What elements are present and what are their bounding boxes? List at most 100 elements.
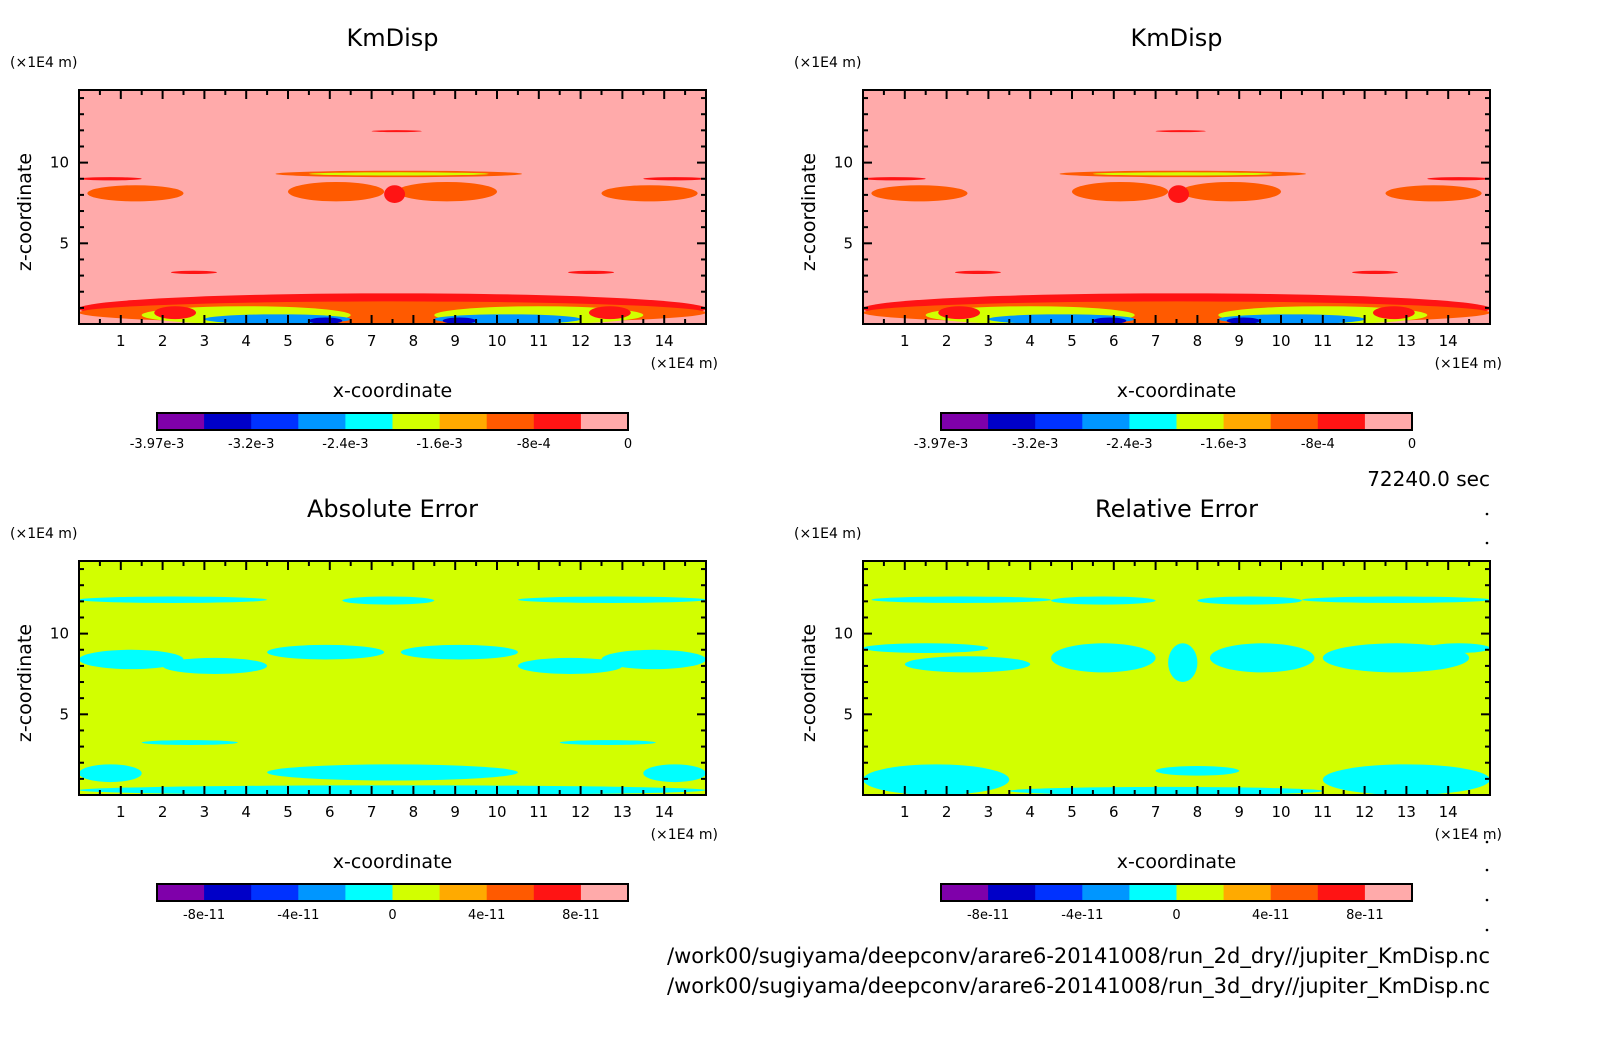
colorbar-frame [940, 883, 1413, 902]
y-tick-label: 10 [834, 625, 853, 643]
x-tick-label: 10 [1271, 803, 1290, 821]
x-tick-label: 14 [655, 803, 674, 821]
y-axis-label: z-coordinate [14, 153, 36, 271]
x-tick-label: 7 [367, 332, 377, 350]
x-tick-label: 9 [450, 332, 460, 350]
contour-region [863, 764, 1010, 795]
colorbar-swatch [298, 413, 346, 430]
x-tick-label: 7 [367, 803, 377, 821]
x-tick-label: 2 [158, 332, 168, 350]
margin-dot [1485, 898, 1489, 902]
colorbar-swatch [392, 413, 441, 430]
x-tick-label: 12 [1355, 803, 1374, 821]
colorbar-swatch [1317, 413, 1366, 430]
contour-region [1226, 317, 1261, 324]
contour-region [1372, 306, 1415, 320]
x-tick-label: 2 [158, 803, 168, 821]
y-tick-label: 10 [50, 154, 69, 172]
contour-region [1385, 185, 1482, 202]
x-tick-label: 13 [1397, 332, 1416, 350]
x-tick-label: 8 [1193, 332, 1203, 350]
contour-region [1168, 185, 1190, 203]
y-axis-label: z-coordinate [798, 624, 820, 742]
x-tick-label: 2 [942, 332, 952, 350]
panel-relative-error: Relative Error(×1E4 m)1 2 3 4 5 6 7 8 9 10 11 12 13 1… [794, 495, 1502, 923]
contour-field [863, 561, 1490, 795]
contour-region [1092, 317, 1127, 324]
contour-region [1051, 643, 1156, 673]
contour-region [601, 649, 706, 670]
colorbar-swatch [533, 413, 582, 430]
x-tick-label: 13 [1397, 803, 1416, 821]
x-tick-label: 5 [283, 332, 293, 350]
contour-region [1352, 270, 1399, 274]
colorbar-tick-label: -1.6e-3 [416, 437, 462, 452]
y-tick-label: 5 [843, 705, 853, 723]
contour-region [384, 185, 406, 203]
colorbar: -8e-11 -4e-11 0 4e-11 8e-11 [940, 883, 1413, 923]
colorbar-swatch [580, 884, 629, 901]
colorbar-swatch [1317, 884, 1366, 901]
colorbar-tick-label: -3.2e-3 [1012, 437, 1058, 452]
contour-region [154, 306, 197, 320]
colorbar-swatch [533, 884, 582, 901]
contour-region [1009, 786, 1323, 795]
contour-region [79, 649, 184, 670]
contour-region [1427, 177, 1490, 181]
contour-region [643, 764, 706, 783]
colorbar-swatch [941, 884, 989, 901]
colorbar-swatch [988, 413, 1036, 430]
y-unit-label: (×1E4 m) [10, 55, 77, 71]
x-tick-label: 4 [241, 332, 251, 350]
colorbar-frame [156, 412, 629, 431]
colorbar-swatch [1270, 413, 1319, 430]
colorbar: -3.97e-3 -3.2e-3 -2.4e-3 -1.6e-3 -8e-4 0 [130, 412, 632, 452]
colorbar-swatch [486, 884, 535, 901]
colorbar-swatch [1223, 413, 1272, 430]
x-axis-label: x-coordinate [333, 380, 452, 402]
colorbar-swatch [251, 413, 299, 430]
x-tick-label: 11 [1313, 803, 1332, 821]
contour-region [170, 270, 217, 274]
x-tick-label: 5 [283, 803, 293, 821]
colorbar-swatch [345, 884, 393, 901]
colorbar-tick-label: -2.4e-3 [322, 437, 368, 452]
x-tick-label: 11 [529, 332, 548, 350]
contour-field [863, 90, 1490, 324]
colorbar-swatch [941, 413, 989, 430]
colorbar-tick-label: -8e-4 [517, 437, 551, 452]
contour-region [517, 657, 623, 674]
contour-region [1209, 643, 1315, 673]
colorbar: -8e-11 -4e-11 0 4e-11 8e-11 [156, 883, 629, 923]
file-path-2d: /work00/sugiyama/deepconv/arare6-2014100… [667, 944, 1490, 969]
colorbar-swatch [204, 413, 252, 430]
colorbar-tick-label: -3.2e-3 [228, 437, 274, 452]
plot-title: KmDisp [1130, 24, 1222, 52]
contour-region [267, 644, 385, 660]
y-unit-label: (×1E4 m) [10, 526, 77, 542]
x-tick-label: 1 [900, 803, 910, 821]
x-tick-label: 10 [487, 332, 506, 350]
contour-region [1072, 181, 1169, 202]
contour-region [267, 764, 518, 781]
colorbar-swatch [251, 884, 299, 901]
colorbar-frame [156, 883, 629, 902]
contour-region [871, 185, 968, 202]
x-unit-label: (×1E4 m) [651, 356, 718, 372]
colorbar-swatch [580, 413, 629, 430]
plot-title: KmDisp [346, 24, 438, 52]
contour-region [863, 643, 989, 653]
x-tick-label: 5 [1067, 332, 1077, 350]
x-tick-label: 6 [325, 332, 335, 350]
contour-region [79, 764, 142, 783]
x-tick-label: 12 [571, 803, 590, 821]
x-tick-label: 12 [1355, 332, 1374, 350]
colorbar-tick-label: 4e-11 [1252, 908, 1290, 923]
colorbar-tick-label: -2.4e-3 [1106, 437, 1152, 452]
contour-region [342, 596, 435, 605]
colorbar-tick-label: 0 [624, 437, 632, 452]
x-axis-label: x-coordinate [1117, 380, 1236, 402]
panel-kmdisp-3d: KmDisp(×1E4 m)1 2 3 4 5 6 7 8 9 10 11 12 13 14510(×1E… [794, 24, 1502, 452]
x-tick-label: 14 [1439, 803, 1458, 821]
